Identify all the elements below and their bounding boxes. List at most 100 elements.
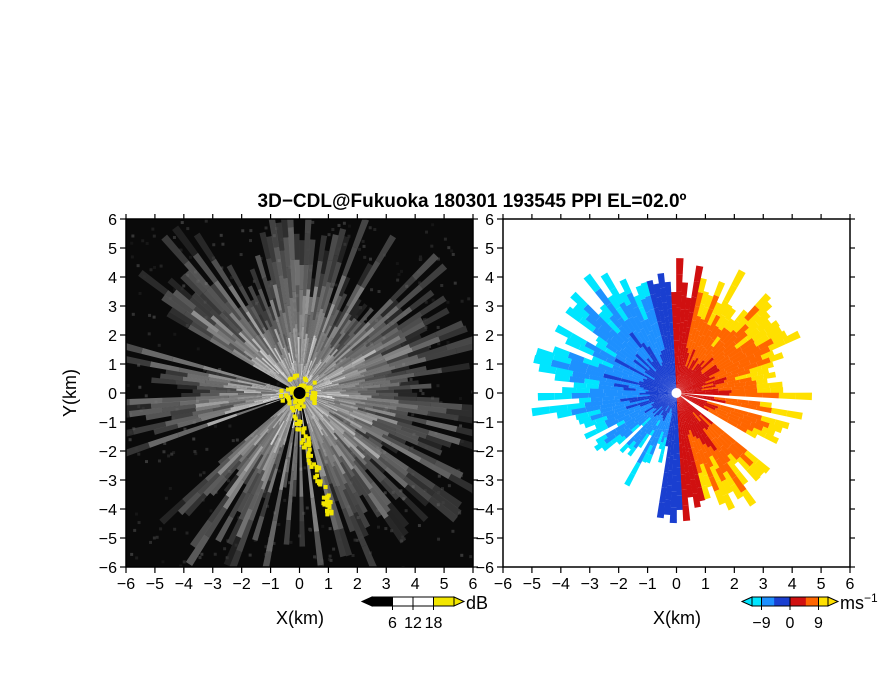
reflectivity-ray-segment (236, 388, 256, 392)
reflectivity-noise-cell (277, 469, 281, 473)
velocity-ray-segment (703, 451, 714, 468)
reflectivity-ray-segment (226, 324, 246, 344)
reflectivity-ray-segment (364, 365, 396, 377)
velocity-ray-segment (649, 413, 655, 419)
reflectivity-ray-segment (349, 326, 375, 350)
velocity-ray-segment (649, 354, 660, 368)
velocity-ray-segment (647, 340, 657, 355)
velocity-ray-segment (670, 335, 675, 350)
reflectivity-ray-segment (190, 310, 220, 334)
reflectivity-ray-segment (236, 519, 254, 553)
velocity-ray-segment (756, 357, 771, 367)
x-tick-label: 2 (730, 576, 739, 593)
velocity-ray-segment (667, 395, 675, 403)
velocity-ray-segment (613, 427, 626, 438)
reflectivity-high-cell (302, 445, 307, 450)
colorbar-cell (406, 597, 410, 606)
velocity-ray-segment (555, 367, 574, 377)
velocity-ray-segment (616, 435, 627, 445)
velocity-ray-segment (654, 348, 663, 363)
reflectivity-ray-segment (346, 388, 368, 392)
velocity-ray-segment (609, 314, 622, 329)
reflectivity-ray-segment (172, 225, 198, 257)
reflectivity-ray-segment (400, 333, 422, 348)
velocity-ray-segment (682, 409, 690, 424)
reflectivity-noise-cell (327, 233, 331, 237)
reflectivity-ray-segment (327, 234, 339, 261)
reflectivity-ray-segment (321, 383, 340, 389)
reflectivity-high-cell (307, 443, 312, 448)
reflectivity-ray-segment (386, 509, 409, 537)
velocity-ray-segment (679, 383, 694, 392)
reflectivity-ray-segment (257, 453, 270, 475)
y-tick-label: −1 (476, 415, 494, 432)
velocity-ray-segment (679, 393, 696, 397)
reflectivity-ray-segment (162, 396, 196, 403)
velocity-ray-segment (598, 384, 612, 390)
reflectivity-ray-segment (321, 396, 339, 402)
velocity-ray-segment (626, 292, 639, 309)
velocity-ray-segment (659, 431, 664, 439)
velocity-ray-segment (697, 334, 706, 348)
reflectivity-ray-segment (287, 305, 294, 334)
reflectivity-ray-segment (321, 387, 339, 391)
velocity-ray-segment (654, 342, 662, 356)
velocity-ray-segment (688, 319, 696, 335)
reflectivity-ray-segment (326, 358, 351, 376)
reflectivity-ray-segment (334, 413, 351, 425)
reflectivity-noise-cell (272, 541, 276, 545)
reflectivity-ray-segment (307, 423, 316, 451)
reflectivity-ray-segment (238, 285, 254, 308)
reflectivity-ray-segment (303, 233, 311, 265)
velocity-ray-segment (700, 433, 711, 448)
reflectivity-ray-segment (276, 362, 297, 390)
velocity-ray-segment (698, 404, 709, 412)
reflectivity-ray-segment (322, 372, 343, 383)
reflectivity-ray-segment (280, 219, 289, 238)
y-tick-label: −3 (476, 473, 494, 490)
velocity-ray-segment (628, 409, 641, 417)
velocity-ray-segment (670, 376, 676, 390)
velocity-ray-segment (609, 328, 625, 345)
velocity-ray-segment (698, 415, 710, 428)
velocity-ray-segment (671, 402, 674, 410)
reflectivity-ray-segment (265, 308, 277, 330)
velocity-ray-segment (677, 396, 683, 408)
velocity-ray-segment (676, 376, 679, 390)
reflectivity-noise-cell (453, 281, 457, 285)
reflectivity-ray-segment (428, 496, 458, 523)
reflectivity-ray-segment (286, 495, 293, 521)
reflectivity-noise-cell (423, 318, 427, 322)
reflectivity-noise-cell (152, 536, 156, 540)
reflectivity-ray-segment (338, 276, 351, 297)
reflectivity-noise-cell (235, 438, 239, 442)
reflectivity-ray-segment (343, 482, 359, 507)
velocity-ray-segment (653, 307, 662, 323)
velocity-ray-segment (678, 335, 683, 350)
reflectivity-noise-cell (361, 239, 365, 243)
velocity-ray-segment (748, 400, 761, 407)
reflectivity-high-cell (318, 482, 323, 487)
reflectivity-ray-segment (225, 470, 247, 498)
velocity-ray-segment (749, 462, 765, 477)
reflectivity-noise-cell (460, 299, 464, 303)
velocity-ray-segment (718, 317, 729, 331)
colorbar-cell (758, 597, 762, 606)
velocity-ray-segment (666, 404, 672, 413)
velocity-ray-segment (749, 365, 763, 374)
velocity-ray-segment (734, 381, 746, 387)
reflectivity-ray-segment (281, 348, 291, 370)
velocity-ray-segment (676, 396, 680, 410)
reflectivity-ray-segment (366, 397, 399, 404)
velocity-ray-segment (756, 382, 770, 389)
velocity-ray-segment (676, 438, 680, 454)
reflectivity-ray-segment (260, 452, 276, 482)
velocity-ray-segment (679, 383, 695, 392)
reflectivity-ray-segment (386, 372, 415, 381)
reflectivity-high-cell (309, 464, 314, 469)
velocity-ray-segment (691, 387, 704, 391)
reflectivity-ray-segment (200, 411, 226, 422)
x-tick-label: −4 (175, 576, 193, 593)
reflectivity-high-cell (306, 453, 311, 458)
reflectivity-ray-segment (219, 393, 239, 396)
